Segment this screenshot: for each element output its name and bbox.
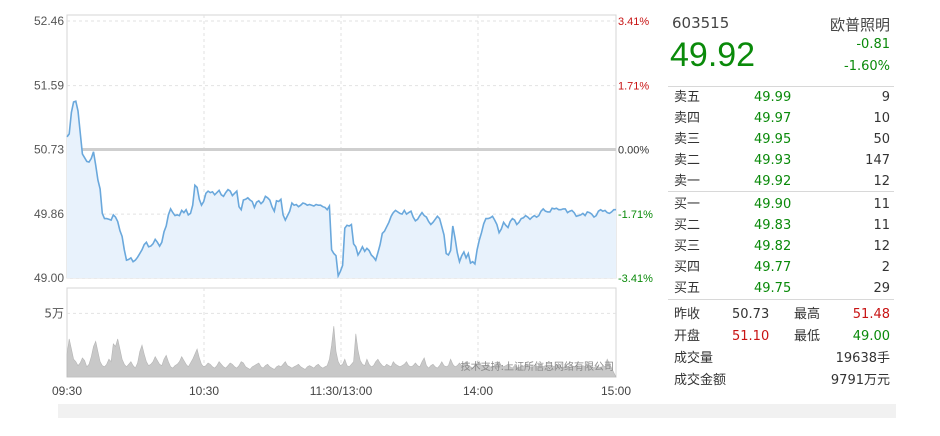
pct-tick-label: -3.41% xyxy=(618,273,653,285)
bids-price: 49.82 xyxy=(754,239,792,254)
bids-level-label: 买三 xyxy=(674,239,701,254)
bids-volume: 12 xyxy=(873,239,890,254)
asks-price: 49.93 xyxy=(754,153,792,168)
price-tick-label: 52.46 xyxy=(34,14,64,28)
bids-price: 49.90 xyxy=(754,197,792,212)
asks-price: 49.92 xyxy=(754,174,792,189)
bids-level-label: 买二 xyxy=(674,218,701,233)
volume-value: 19638手 xyxy=(835,351,890,366)
bids-level-label: 买五 xyxy=(674,281,701,296)
pct-tick-label: 3.41% xyxy=(618,16,649,28)
price-change: -0.81 xyxy=(856,37,890,52)
price-area xyxy=(67,101,616,278)
volume-area xyxy=(66,326,617,378)
asks-volume: 9 xyxy=(881,90,890,105)
asks-volume: 12 xyxy=(873,174,890,189)
bids-row: 买一 49.90 11 xyxy=(668,194,894,215)
pct-tick-label: 0.00% xyxy=(618,145,649,157)
asks-volume: 147 xyxy=(865,153,890,168)
asks-volume: 50 xyxy=(873,132,890,147)
stats-row-4: 成交金额 9791万元 xyxy=(668,370,894,391)
price-tick-label: 50.73 xyxy=(34,143,64,157)
amount-value: 9791万元 xyxy=(830,373,890,388)
asks-price: 49.99 xyxy=(754,90,792,105)
stats-row-2: 开盘 51.10 最低 49.00 xyxy=(668,326,894,347)
stock-code: 603515 xyxy=(672,14,730,32)
asks-row: 卖一 49.92 12 xyxy=(668,171,894,192)
price-tick-label: 49.86 xyxy=(34,207,64,221)
time-tick-label: 14:00 xyxy=(463,384,493,398)
price-tick-label: 51.59 xyxy=(34,79,64,93)
prev-close-value: 50.73 xyxy=(732,307,770,322)
stats-row-1: 昨收 50.73 最高 51.48 xyxy=(668,304,894,325)
volume-tick-label: 5万 xyxy=(44,306,64,320)
asks-price: 49.97 xyxy=(754,111,792,126)
divider xyxy=(668,191,894,192)
asks-level-label: 卖五 xyxy=(674,90,701,105)
time-tick-label: 11:30/13:00 xyxy=(310,384,373,398)
asks-volume: 10 xyxy=(873,111,890,126)
stock-name: 欧普照明 xyxy=(829,16,890,34)
time-tick-label: 15:00 xyxy=(601,384,631,398)
intraday-chart: 52.46 3.41% 51.59 1.71% 50.73 0.00% 49.86 -1.71… xyxy=(34,14,653,398)
bids-row: 买五 49.75 29 xyxy=(668,278,894,299)
bids-volume: 11 xyxy=(873,218,890,233)
pct-tick-label: -1.71% xyxy=(618,209,653,221)
time-tick-label: 10:30 xyxy=(189,384,219,398)
bids-row: 买三 49.82 12 xyxy=(668,236,894,257)
time-tick-label: 09:30 xyxy=(52,384,82,398)
low-label: 最低 xyxy=(794,329,821,344)
volume-label: 成交量 xyxy=(674,351,714,366)
high-label: 最高 xyxy=(794,307,821,322)
stats-row-3: 成交量 19638手 xyxy=(668,348,894,369)
asks-row: 卖二 49.93 147 xyxy=(668,150,894,171)
prev-close-label: 昨收 xyxy=(674,307,701,322)
high-value: 51.48 xyxy=(852,307,890,322)
footer-strip xyxy=(58,404,896,418)
price-line xyxy=(66,100,616,279)
bids-row: 买四 49.77 2 xyxy=(668,257,894,278)
divider xyxy=(668,299,894,300)
bids-price: 49.75 xyxy=(754,281,792,296)
pct-tick-label: 1.71% xyxy=(618,81,649,93)
open-label: 开盘 xyxy=(674,329,701,344)
asks-level-label: 卖一 xyxy=(674,174,701,189)
price-change-pct: -1.60% xyxy=(844,59,890,74)
bids-level-label: 买一 xyxy=(674,197,701,212)
asks-level-label: 卖四 xyxy=(674,111,701,126)
asks-row: 卖五 49.99 9 xyxy=(668,87,894,108)
divider xyxy=(668,86,894,87)
asks-row: 卖三 49.95 50 xyxy=(668,129,894,150)
asks-level-label: 卖二 xyxy=(674,153,701,168)
bids-volume: 29 xyxy=(873,281,890,296)
open-value: 51.10 xyxy=(732,329,770,344)
bids-volume: 11 xyxy=(873,197,890,212)
asks-level-label: 卖三 xyxy=(674,132,701,147)
watermark: 技术支持:上证所信息网络有限公司 xyxy=(461,360,614,373)
bids-price: 49.77 xyxy=(754,260,792,275)
current-price: 49.92 xyxy=(670,36,756,74)
price-tick-label: 49.00 xyxy=(34,271,64,285)
bids-volume: 2 xyxy=(881,260,890,275)
bids-price: 49.83 xyxy=(754,218,792,233)
bids-row: 买二 49.83 11 xyxy=(668,215,894,236)
amount-label: 成交金额 xyxy=(674,373,727,388)
low-value: 49.00 xyxy=(852,329,890,344)
asks-price: 49.95 xyxy=(754,132,792,147)
bids-level-label: 买四 xyxy=(674,260,701,275)
asks-row: 卖四 49.97 10 xyxy=(668,108,894,129)
